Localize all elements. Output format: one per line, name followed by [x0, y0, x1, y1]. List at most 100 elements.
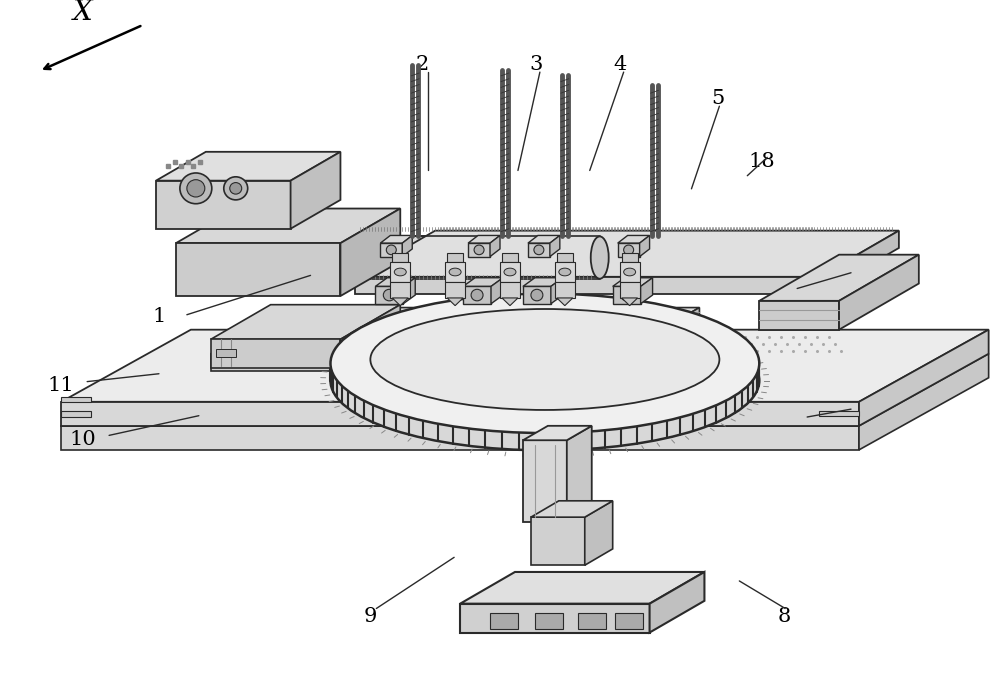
Ellipse shape [386, 245, 396, 254]
Ellipse shape [471, 289, 483, 301]
Polygon shape [567, 426, 592, 522]
Text: 4: 4 [613, 55, 626, 74]
Polygon shape [502, 298, 518, 306]
Polygon shape [211, 308, 699, 354]
Polygon shape [176, 209, 400, 243]
Polygon shape [211, 305, 400, 339]
Text: 5: 5 [711, 89, 724, 108]
Polygon shape [403, 278, 415, 303]
Polygon shape [641, 278, 653, 303]
Polygon shape [61, 397, 91, 402]
Polygon shape [620, 263, 640, 282]
Ellipse shape [370, 309, 719, 410]
Ellipse shape [504, 268, 516, 276]
Polygon shape [650, 572, 704, 632]
Text: 18: 18 [748, 152, 775, 170]
Text: 1: 1 [152, 307, 166, 326]
Polygon shape [392, 298, 408, 306]
Text: 8: 8 [778, 607, 791, 626]
Polygon shape [859, 329, 989, 426]
Polygon shape [460, 604, 650, 632]
Ellipse shape [224, 177, 248, 200]
Polygon shape [460, 572, 704, 604]
Polygon shape [531, 517, 585, 565]
Polygon shape [447, 298, 463, 306]
Ellipse shape [534, 245, 544, 254]
Polygon shape [61, 426, 859, 450]
Polygon shape [557, 298, 573, 306]
Ellipse shape [531, 289, 543, 301]
Text: X: X [73, 0, 93, 26]
Polygon shape [468, 235, 500, 243]
Polygon shape [759, 254, 919, 301]
Polygon shape [392, 253, 408, 263]
Ellipse shape [383, 289, 395, 301]
Polygon shape [502, 253, 518, 263]
Text: 7: 7 [840, 404, 854, 423]
Ellipse shape [394, 268, 406, 276]
Ellipse shape [591, 237, 609, 279]
Polygon shape [620, 282, 640, 298]
Polygon shape [585, 501, 613, 565]
Text: 9: 9 [364, 607, 377, 626]
Polygon shape [557, 253, 573, 263]
Polygon shape [640, 235, 650, 256]
Polygon shape [613, 278, 653, 286]
Polygon shape [491, 278, 503, 303]
Polygon shape [211, 339, 340, 368]
Polygon shape [445, 263, 465, 282]
Polygon shape [555, 263, 575, 282]
Polygon shape [622, 298, 638, 306]
Polygon shape [463, 278, 503, 286]
Ellipse shape [230, 183, 242, 194]
Polygon shape [859, 354, 989, 450]
Polygon shape [447, 253, 463, 263]
Polygon shape [528, 235, 560, 243]
Polygon shape [618, 235, 650, 243]
Ellipse shape [330, 311, 759, 450]
Polygon shape [490, 235, 500, 256]
Polygon shape [340, 209, 400, 296]
Polygon shape [211, 354, 620, 371]
Text: 11: 11 [48, 376, 75, 395]
Text: 2: 2 [416, 55, 429, 74]
Polygon shape [523, 278, 563, 286]
Ellipse shape [282, 237, 300, 279]
Polygon shape [500, 263, 520, 282]
Polygon shape [523, 426, 592, 441]
Polygon shape [390, 263, 410, 282]
Text: 6: 6 [840, 266, 854, 285]
Polygon shape [839, 254, 919, 329]
Polygon shape [622, 253, 638, 263]
Ellipse shape [559, 268, 571, 276]
Polygon shape [402, 235, 412, 256]
Polygon shape [819, 231, 899, 294]
Ellipse shape [624, 245, 634, 254]
Polygon shape [531, 501, 613, 517]
Polygon shape [819, 411, 859, 416]
Polygon shape [375, 286, 403, 303]
Bar [490, 613, 518, 629]
Ellipse shape [621, 289, 633, 301]
Polygon shape [759, 301, 839, 329]
Polygon shape [380, 235, 412, 243]
Ellipse shape [180, 173, 212, 204]
Polygon shape [618, 243, 640, 256]
Polygon shape [551, 278, 563, 303]
Polygon shape [355, 231, 899, 277]
Polygon shape [61, 354, 989, 426]
Polygon shape [291, 152, 340, 228]
Ellipse shape [474, 245, 484, 254]
Polygon shape [613, 286, 641, 303]
Polygon shape [528, 243, 550, 256]
Polygon shape [463, 286, 491, 303]
Polygon shape [468, 243, 490, 256]
Polygon shape [61, 329, 989, 402]
Ellipse shape [330, 294, 759, 433]
Polygon shape [445, 282, 465, 298]
Polygon shape [500, 282, 520, 298]
Polygon shape [355, 277, 819, 294]
Polygon shape [523, 286, 551, 303]
Polygon shape [390, 282, 410, 298]
Polygon shape [176, 243, 340, 296]
